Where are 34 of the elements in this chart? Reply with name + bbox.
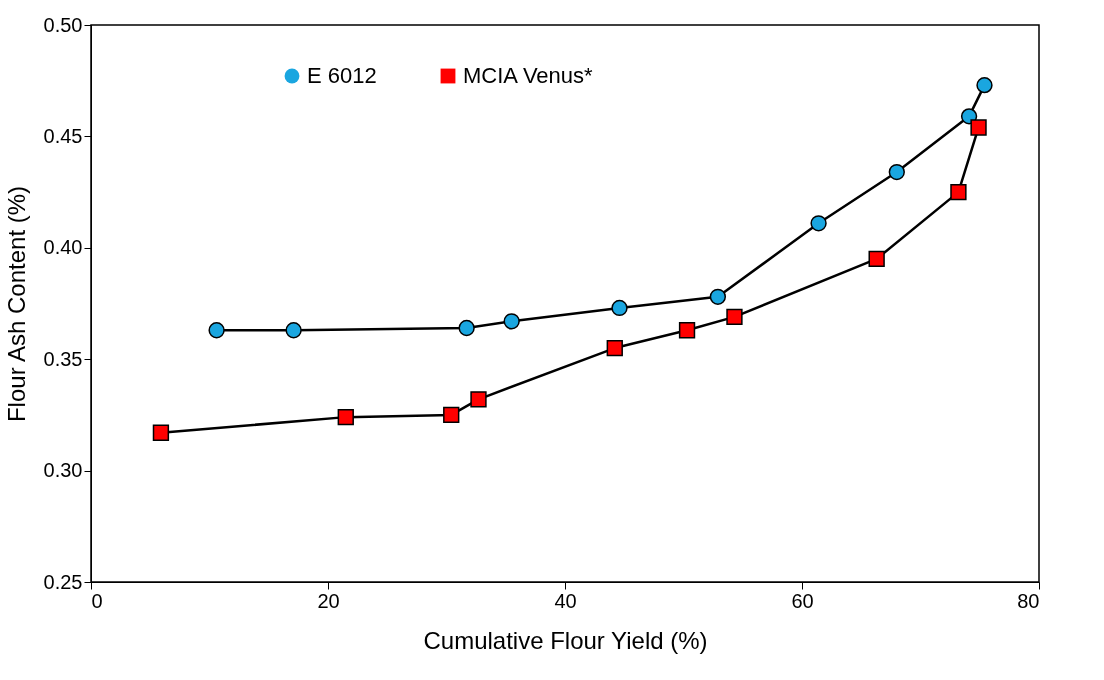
x-tick-label: 40 <box>554 589 577 612</box>
point <box>611 299 628 317</box>
point <box>606 339 623 357</box>
point <box>709 288 727 305</box>
y-tick-label: 0.30 <box>43 459 83 482</box>
point <box>443 406 460 424</box>
point <box>888 163 905 181</box>
y-tick-label: 0.35 <box>43 347 83 370</box>
point <box>152 424 170 441</box>
x-tick-label: 80 <box>1017 589 1040 612</box>
y-tick-label: 0.25 <box>43 570 83 593</box>
point <box>726 308 743 326</box>
y-tick-label: 0.50 <box>43 13 83 36</box>
y-tick-label: 0.45 <box>43 124 83 147</box>
point <box>950 183 967 201</box>
x-tick-label: 20 <box>317 589 340 612</box>
x-tick-label: 0 <box>91 589 103 612</box>
point <box>458 319 475 337</box>
point <box>503 313 520 330</box>
y-axis-title: Flour Ash Content (%) <box>2 185 30 423</box>
point <box>470 391 487 408</box>
y-tick-label: 0.40 <box>43 236 83 259</box>
point <box>208 322 225 339</box>
point <box>810 215 827 232</box>
x-tick-label: 60 <box>791 589 814 612</box>
point <box>976 77 993 94</box>
point <box>868 250 885 268</box>
legend-label: E 6012 <box>307 63 377 88</box>
point <box>337 408 354 426</box>
point <box>970 119 987 136</box>
x-axis-title: Cumulative Flour Yield (%) <box>423 626 708 654</box>
legend-label: MCIA Venus* <box>463 63 594 88</box>
point <box>678 322 696 339</box>
point <box>285 322 302 339</box>
